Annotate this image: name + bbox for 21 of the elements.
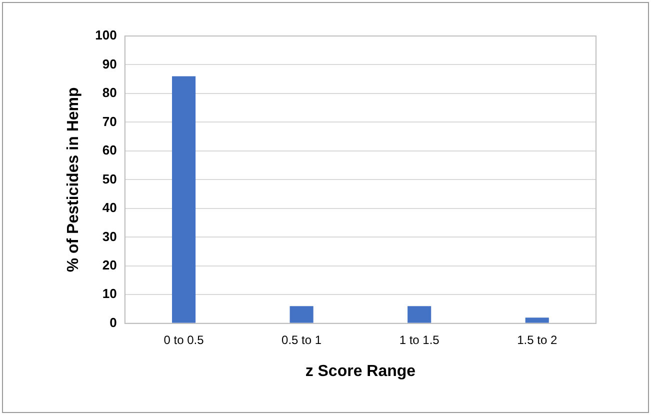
bar [172,76,196,323]
x-tick-label: 0 to 0.5 [164,332,204,347]
y-tick-label: 70 [102,114,117,129]
bar [525,318,549,323]
x-axis-title: z Score Range [305,362,416,380]
x-tick-label: 0.5 to 1 [282,332,322,347]
x-tick-label: 1.5 to 2 [517,332,558,347]
y-axis-title: % of Pesticides in Hemp [65,87,82,272]
bar [290,306,314,323]
y-tick-label: 80 [102,85,117,100]
bar [408,306,432,323]
y-tick-label: 90 [102,56,117,72]
y-tick-label: 10 [102,286,117,302]
y-tick-label: 60 [102,142,117,158]
y-tick-label: 0 [110,314,117,330]
y-tick-label: 50 [102,171,117,186]
x-tick-label: 1 to 1.5 [399,332,440,347]
y-tick-label: 100 [95,28,117,43]
y-tick-label: 20 [102,258,117,272]
y-tick-label: 30 [102,228,117,244]
y-tick-label: 40 [102,200,117,216]
